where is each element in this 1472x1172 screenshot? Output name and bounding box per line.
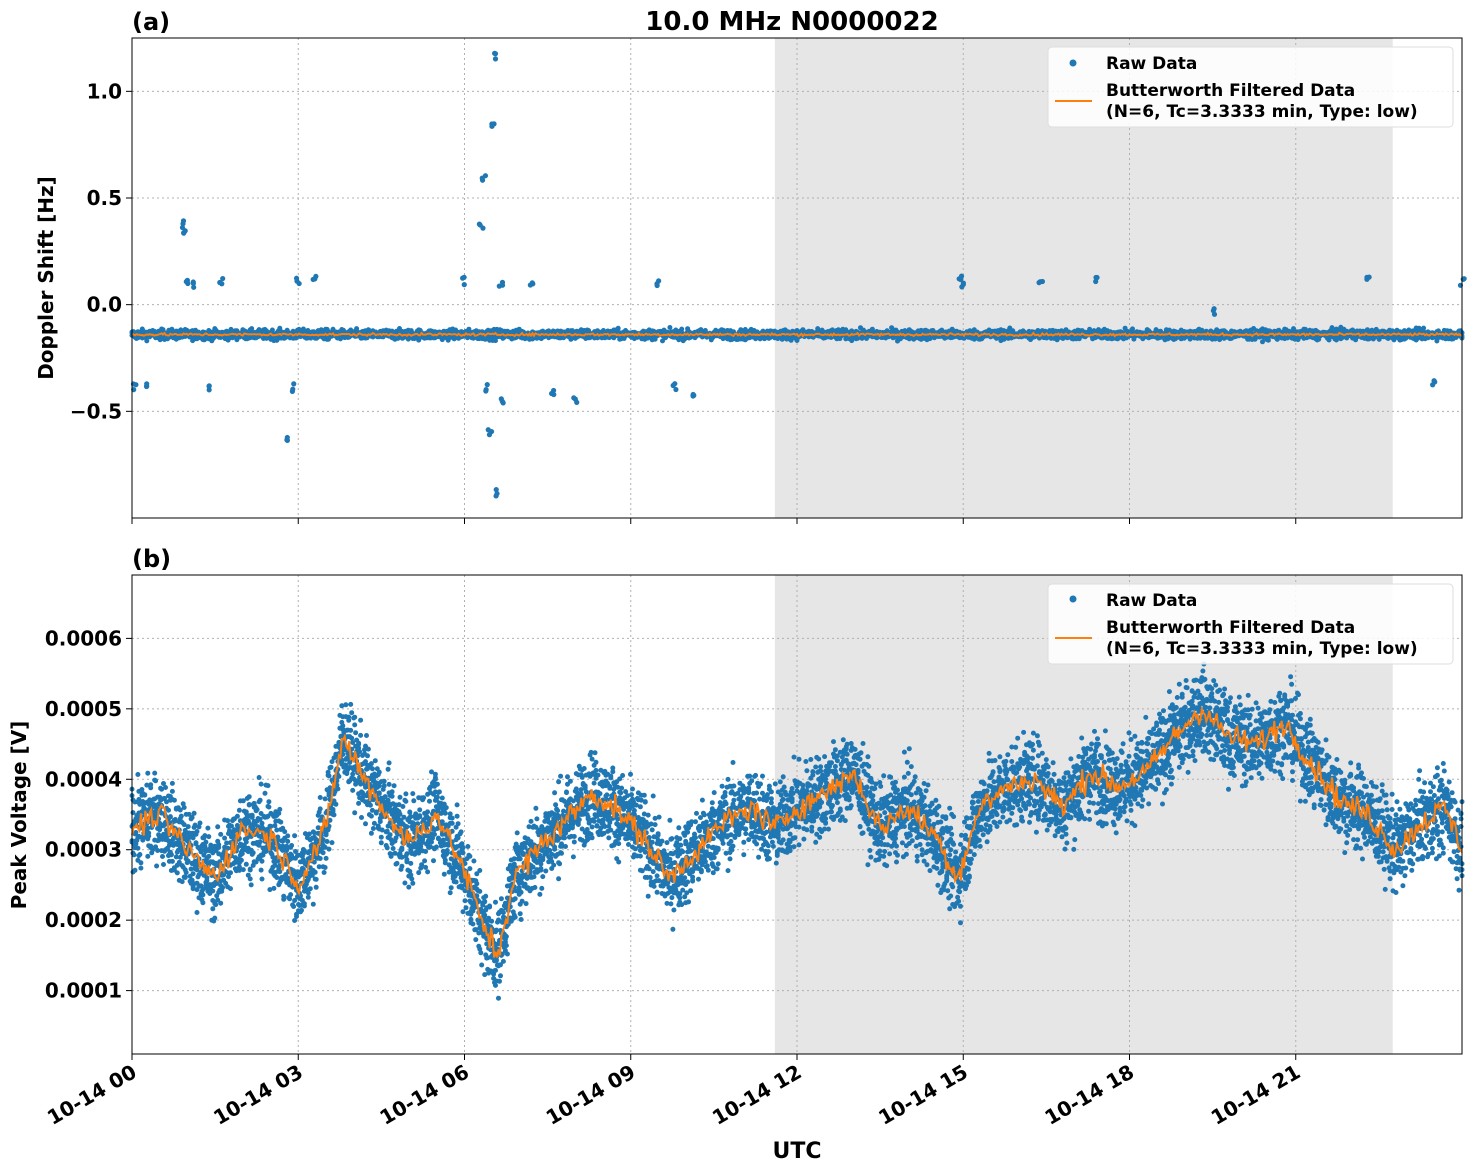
legend-raw-label: Raw Data bbox=[1106, 591, 1197, 611]
x-tick-label: 10-14 18 bbox=[1040, 1060, 1138, 1130]
raw-data-point bbox=[313, 273, 319, 280]
figure-title: 10.0 MHz N0000022 bbox=[645, 7, 938, 37]
raw-data-point bbox=[1036, 280, 1042, 286]
x-tick-label: 10-14 06 bbox=[375, 1060, 473, 1130]
raw-data-point bbox=[181, 230, 187, 236]
raw-data-point bbox=[180, 221, 186, 227]
raw-data-point bbox=[484, 382, 490, 388]
raw-data-point bbox=[1093, 274, 1099, 281]
panel-a-filtered-line bbox=[131, 331, 1463, 338]
y-tick-label: 0.0002 bbox=[45, 908, 122, 932]
raw-data-point bbox=[959, 284, 965, 290]
raw-data-point bbox=[654, 282, 660, 289]
raw-data-point bbox=[183, 279, 189, 285]
y-tick-label: 0.0004 bbox=[45, 767, 122, 791]
raw-data-point bbox=[673, 386, 679, 393]
raw-data-point bbox=[461, 282, 467, 288]
y-tick-label: 0.5 bbox=[87, 186, 122, 210]
raw-data-point bbox=[206, 383, 212, 389]
raw-data-point bbox=[461, 274, 467, 280]
raw-data-point bbox=[1211, 306, 1217, 312]
raw-data-point bbox=[1430, 382, 1436, 388]
x-axis-label: UTC bbox=[772, 1139, 821, 1164]
raw-data-point bbox=[144, 383, 150, 389]
x-tick-label: 10-14 12 bbox=[708, 1060, 806, 1130]
y-tick-label: −0.5 bbox=[70, 399, 122, 423]
panel-b-frame bbox=[131, 574, 1463, 1055]
raw-data-point bbox=[190, 280, 196, 286]
y-tick-label: 0.0003 bbox=[45, 838, 122, 862]
raw-data-point bbox=[691, 392, 697, 398]
x-tick-label: 10-14 03 bbox=[209, 1060, 307, 1130]
raw-data-point bbox=[133, 382, 139, 388]
raw-data-point bbox=[958, 273, 965, 279]
raw-data-point bbox=[291, 381, 297, 387]
y-tick-label: 0.0006 bbox=[45, 626, 122, 650]
raw-data-point bbox=[1461, 276, 1467, 282]
raw-data-point bbox=[479, 175, 485, 181]
raw-data-point bbox=[551, 391, 557, 398]
raw-data-point bbox=[1364, 276, 1370, 282]
legend-filtered-label-2: (N=6, Tc=3.3333 min, Type: low) bbox=[1106, 102, 1418, 122]
y-tick-label: 0.0001 bbox=[45, 979, 122, 1003]
panel-a-label: (a) bbox=[132, 8, 170, 36]
panel-b-filtered-line bbox=[131, 705, 1463, 958]
raw-data-point bbox=[574, 399, 580, 405]
x-tick-label: 10-14 15 bbox=[874, 1060, 972, 1130]
raw-data-point bbox=[290, 386, 296, 392]
panel-a-legend: Raw Data Butterworth Filtered Data (N=6,… bbox=[1047, 46, 1454, 128]
raw-data-point bbox=[527, 282, 533, 288]
panel-b: (b) Peak Voltage [V] 0.00060.00050.00040… bbox=[7, 545, 1465, 1060]
panel-b-ylabel: Peak Voltage [V] bbox=[7, 721, 31, 910]
raw-data-point bbox=[219, 281, 225, 287]
raw-data-point bbox=[486, 432, 493, 438]
raw-data-point bbox=[492, 56, 499, 62]
panel-b-yticks: 0.0006 0.0005 0.0004 0.0003 0.0002 0.0001 bbox=[45, 626, 1297, 1060]
panel-a: (a) Doppler Shift [Hz] 1.0 0.5 0.0 −0.5 Raw… bbox=[34, 8, 1467, 524]
panel-b-legend: Raw Data Butterworth Filtered Data (N=6,… bbox=[1047, 583, 1454, 665]
legend-filtered-label-2: (N=6, Tc=3.3333 min, Type: low) bbox=[1106, 639, 1418, 659]
panel-b-raw-data bbox=[129, 661, 1465, 1001]
legend-raw-label: Raw Data bbox=[1106, 54, 1197, 74]
raw-data-point bbox=[477, 222, 483, 228]
x-tick-label: 10-14 21 bbox=[1207, 1060, 1305, 1130]
raw-data-point bbox=[494, 490, 500, 497]
y-tick-label: 1.0 bbox=[87, 79, 122, 103]
x-tick-label: 10-14 09 bbox=[542, 1060, 640, 1130]
raw-data-point bbox=[483, 387, 489, 393]
raw-data-point bbox=[191, 284, 197, 290]
panel-a-frame bbox=[131, 37, 1463, 519]
legend-filtered-label-1: Butterworth Filtered Data bbox=[1106, 618, 1355, 638]
y-tick-label: 0.0005 bbox=[45, 697, 122, 721]
raw-data-point bbox=[656, 278, 662, 284]
raw-data-point bbox=[489, 123, 495, 129]
raw-data-point bbox=[499, 398, 505, 404]
raw-data-point bbox=[492, 51, 499, 57]
raw-data-point bbox=[493, 487, 499, 493]
raw-data-point bbox=[499, 282, 506, 288]
panel-b-label: (b) bbox=[132, 545, 171, 573]
raw-data-point bbox=[1431, 378, 1437, 384]
x-tick-label: 10-14 00 bbox=[43, 1060, 141, 1130]
legend-raw-marker bbox=[1069, 595, 1077, 603]
raw-data-point bbox=[1093, 278, 1099, 285]
legend-filtered-label-1: Butterworth Filtered Data bbox=[1106, 81, 1355, 101]
raw-data-point bbox=[672, 381, 678, 387]
raw-data-point bbox=[293, 275, 300, 281]
raw-data-point bbox=[485, 427, 491, 433]
y-tick-label: 0.0 bbox=[87, 293, 122, 317]
raw-data-band bbox=[129, 661, 1465, 1001]
legend-raw-marker bbox=[1069, 59, 1077, 67]
raw-data-point bbox=[571, 395, 577, 401]
panel-a-ylabel: Doppler Shift [Hz] bbox=[34, 176, 58, 380]
panel-a-yticks: 1.0 0.5 0.0 −0.5 bbox=[70, 79, 1297, 524]
raw-data-point bbox=[220, 275, 226, 282]
x-axis-ticks: 10-14 00 10-14 03 10-14 06 10-14 09 10-14 12… bbox=[43, 1060, 1304, 1130]
raw-data-point bbox=[284, 434, 290, 441]
